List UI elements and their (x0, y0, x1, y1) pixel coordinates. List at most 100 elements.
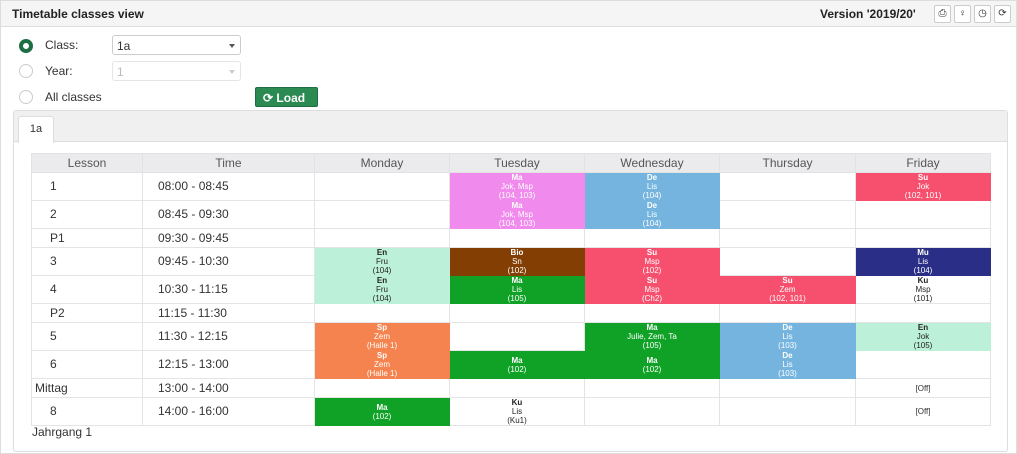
lesson-slot (314, 378, 450, 398)
lesson-slot[interactable]: Sp Zem (Halle 1) (314, 350, 450, 379)
room-label: (Halle 1) (366, 341, 398, 350)
teacher-label: Lis (782, 332, 793, 341)
year-radio[interactable] (19, 64, 33, 78)
room-label: (105) (913, 341, 933, 350)
subject-label: Su (917, 173, 929, 182)
lesson-slot[interactable]: De Lis (104) (584, 172, 720, 201)
subject-label: Sp (376, 351, 388, 360)
year-select[interactable]: 1 (112, 61, 241, 81)
lesson-slot[interactable]: En Fru (104) (314, 275, 450, 304)
lesson-slot[interactable]: En Jok (105) (855, 322, 991, 351)
lesson-slot (584, 228, 720, 248)
lesson-cell: 6 (31, 350, 143, 379)
lesson-slot[interactable]: Ma (102) (449, 350, 585, 379)
table-row: 1 08:00 - 08:45 Ma Jok, Msp (104, 103) De Lis(… (31, 172, 991, 201)
subject-label: Ma (511, 201, 523, 210)
lesson-slot[interactable]: Ma Lis (105) (449, 275, 585, 304)
lesson-cell: 3 (31, 247, 143, 276)
tab-container: 1a Lesson Time Monday Tuesday Wednesday Thurs… (13, 110, 1008, 452)
lesson-slot[interactable]: Ma Julie, Zem, Ta (105) (584, 322, 720, 351)
lesson-slot[interactable]: Ma (102) (584, 350, 720, 379)
lesson-slot (719, 247, 856, 276)
time-cell: 14:00 - 16:00 (142, 397, 315, 426)
lesson-slot[interactable]: Ku Lis (Ku1) (449, 397, 585, 426)
lesson-cell: 5 (31, 322, 143, 351)
lesson-slot[interactable]: Su Zem (102, 101) (719, 275, 856, 304)
tab-1a[interactable]: 1a (18, 116, 54, 143)
table-row: 5 11:30 - 12:15 Sp Zem (Halle 1) Ma Julie, Zem… (31, 322, 991, 351)
lesson-cell: 2 (31, 200, 143, 229)
lesson-slot (719, 172, 856, 201)
time-cell: 12:15 - 13:00 (142, 350, 315, 379)
subject-label: Ma (511, 355, 523, 365)
room-label: (Ku1) (507, 416, 527, 425)
room-label: (102) (507, 364, 527, 374)
teacher-label: Msp (915, 285, 931, 294)
lesson-slot[interactable]: De Lis (103) (719, 322, 856, 351)
room-label: (104, 103) (498, 191, 536, 200)
page-title: Timetable classes view (12, 7, 144, 21)
lesson-slot[interactable]: En Fru (104) (314, 247, 450, 276)
lesson-slot (719, 378, 856, 398)
subject-label: De (646, 201, 658, 210)
load-label: Load (276, 91, 306, 105)
column-header: Lesson (31, 153, 143, 173)
lesson-cell: 4 (31, 275, 143, 304)
subject-label: De (782, 351, 793, 360)
year-label: Year: (45, 64, 73, 78)
subject-label: Bio (510, 248, 524, 257)
all-classes-label: All classes (45, 90, 102, 104)
clock-icon: ◷ (978, 8, 987, 19)
footer-label: Jahrgang 1 (32, 425, 93, 439)
room-label: (103) (778, 369, 797, 378)
subject-label: Su (782, 276, 793, 285)
lesson-slot (449, 322, 585, 351)
lesson-cell: P1 (31, 228, 143, 248)
column-header: Wednesday (584, 153, 720, 173)
lesson-slot[interactable]: Bio Sn (102) (449, 247, 585, 276)
subject-label: En (917, 323, 929, 332)
teacher-label: Jok (916, 332, 930, 341)
lesson-slot (584, 378, 720, 398)
lesson-slot[interactable]: Ma Jok, Msp (104, 103) (449, 200, 585, 229)
room-label: (102, 101) (769, 294, 806, 303)
lesson-slot[interactable]: Su Msp (102) (584, 247, 720, 276)
teacher-label: Lis (511, 407, 523, 416)
chevron-down-icon (229, 70, 235, 74)
teacher-label: Jok (916, 182, 930, 191)
teacher-label: Lis (646, 182, 658, 191)
lesson-slot (855, 350, 991, 379)
print-button[interactable]: ⎙ (934, 5, 951, 23)
lesson-cell: 8 (31, 397, 143, 426)
room-label: (104) (913, 266, 933, 275)
lesson-slot[interactable]: [Off] (855, 397, 991, 426)
time-cell: 08:45 - 09:30 (142, 200, 315, 229)
class-select[interactable]: 1a (112, 35, 241, 55)
lesson-slot[interactable]: De Lis (103) (719, 350, 856, 379)
clock-button[interactable]: ◷ (974, 5, 991, 23)
room-label: (102) (507, 266, 527, 275)
lesson-cell: P2 (31, 303, 143, 323)
room-label: (101) (913, 294, 933, 303)
refresh-button[interactable]: ⟳ (994, 5, 1011, 23)
lesson-slot[interactable]: Mu Lis (104) (855, 247, 991, 276)
lesson-slot[interactable]: Su Jok (102, 101) (855, 172, 991, 201)
lesson-slot[interactable]: Ku Msp (101) (855, 275, 991, 304)
teacher-label: Zem (374, 332, 390, 341)
lesson-slot[interactable]: De Lis (104) (584, 200, 720, 229)
lesson-slot[interactable]: Ma (102) (314, 397, 450, 426)
teacher-label: Lis (782, 360, 793, 369)
lightbulb-button[interactable]: ♀ (954, 5, 971, 23)
room-label: (102) (642, 266, 662, 275)
class-radio[interactable] (19, 39, 33, 53)
room-label: (104) (642, 219, 662, 228)
subject-label: Su (646, 276, 658, 285)
lesson-slot[interactable]: Su Msp (Ch2) (584, 275, 720, 304)
lesson-slot[interactable]: Ma Jok, Msp (104, 103) (449, 172, 585, 201)
lesson-slot[interactable]: Sp Zem (Halle 1) (314, 322, 450, 351)
all-classes-radio[interactable] (19, 90, 33, 104)
room-label: (104, 103) (498, 219, 536, 228)
lesson-slot[interactable]: [Off] (855, 378, 991, 398)
load-button[interactable]: ⟳ Load (255, 87, 318, 107)
column-header: Tuesday (449, 153, 585, 173)
